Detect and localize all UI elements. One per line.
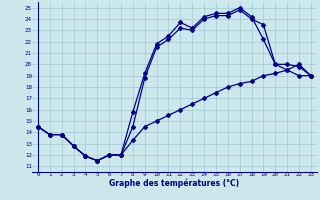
X-axis label: Graphe des températures (°C): Graphe des températures (°C) bbox=[109, 178, 239, 188]
